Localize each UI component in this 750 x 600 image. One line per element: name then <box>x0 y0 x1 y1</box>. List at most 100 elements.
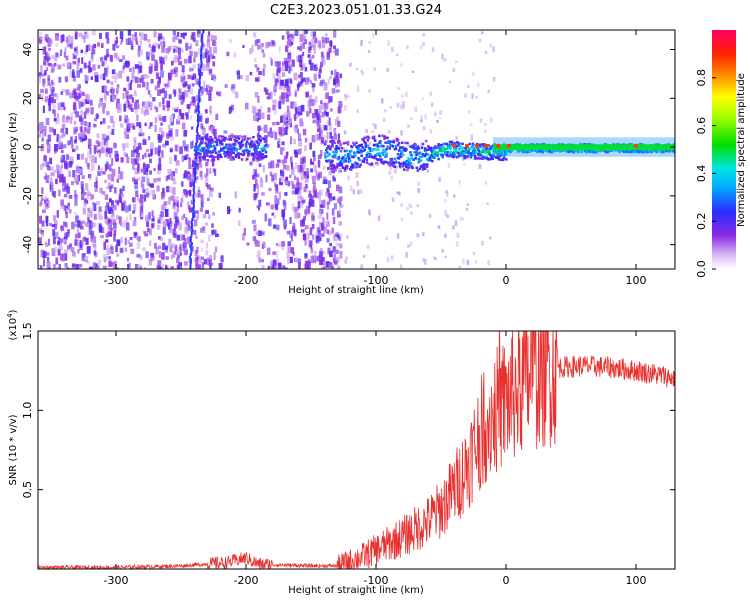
heatmap-noise-cell <box>206 117 209 122</box>
heatmap-noise-cell <box>293 114 297 121</box>
heatmap-signal-cell <box>402 164 405 168</box>
heatmap-noise-cell <box>166 185 170 193</box>
heatmap-noise-cell <box>119 188 122 194</box>
heatmap-noise-cell <box>60 157 63 163</box>
heatmap-noise-cell <box>255 184 259 189</box>
heatmap-signal-cell <box>349 153 352 156</box>
heatmap-noise-cell <box>121 37 124 42</box>
heatmap-noise-cell <box>279 132 284 137</box>
heatmap-signal-cell <box>453 147 456 150</box>
heatmap-noise-cell <box>315 118 320 124</box>
heatmap-noise-cell <box>94 75 99 83</box>
heatmap-signal-cell <box>618 150 621 153</box>
heatmap-noise-cell <box>86 246 91 254</box>
heatmap-signal-cell <box>358 158 361 162</box>
heatmap-noise-cell <box>45 52 48 60</box>
heatmap-noise-cell <box>269 56 273 61</box>
heatmap-noise-cell <box>114 40 118 44</box>
heatmap-noise-cell <box>130 108 134 112</box>
heatmap-noise-cell <box>90 210 93 218</box>
heatmap-signal-cell <box>434 150 437 153</box>
heatmap-noise-cell <box>194 78 199 85</box>
heatmap-noise-cell <box>294 211 299 219</box>
heatmap-noise-cell <box>132 125 136 130</box>
heatmap-noise-cell <box>322 176 327 181</box>
heatmap-noise-cell <box>123 62 127 68</box>
heatmap-noise-cell <box>180 113 185 120</box>
heatmap-noise-cell <box>81 57 84 64</box>
heatmap-noise-cell <box>181 122 186 130</box>
heatmap-noise-cell <box>396 233 400 239</box>
heatmap-noise-cell <box>324 110 327 116</box>
heatmap-noise-cell <box>417 234 421 237</box>
heatmap-noise-cell <box>122 200 127 207</box>
heatmap-noise-cell <box>345 256 348 260</box>
heatmap-noise-cell <box>53 169 57 173</box>
heatmap-noise-cell <box>107 65 110 74</box>
heatmap-noise-cell <box>277 61 281 68</box>
heatmap-noise-cell <box>45 197 49 202</box>
heatmap-noise-cell <box>285 45 289 52</box>
heatmap-signal-cell <box>471 143 475 147</box>
heatmap-noise-cell <box>334 118 337 126</box>
heatmap-noise-cell <box>110 246 114 251</box>
heatmap-noise-cell <box>326 131 329 140</box>
heatmap-signal-cell <box>220 141 223 144</box>
heatmap-noise-cell <box>39 121 43 130</box>
heatmap-spike-cell <box>195 164 198 168</box>
heatmap-noise-cell <box>197 255 200 261</box>
heatmap-signal-cell <box>638 150 641 154</box>
heatmap-noise-cell <box>89 220 92 224</box>
heatmap-noise-cell <box>95 180 98 189</box>
heatmap-signal-cell <box>367 162 371 166</box>
heatmap-noise-cell <box>331 227 334 234</box>
heatmap-noise-cell <box>335 147 338 153</box>
heatmap-signal-cell <box>357 148 360 151</box>
heatmap-noise-cell <box>98 103 101 108</box>
heatmap-noise-cell <box>282 61 285 67</box>
heatmap-noise-cell <box>332 129 337 133</box>
heatmap-noise-cell <box>286 105 290 112</box>
heatmap-band-core <box>493 144 675 150</box>
heatmap-noise-cell <box>283 164 287 170</box>
heatmap-noise-cell <box>381 98 384 104</box>
heatmap-noise-cell <box>368 141 371 146</box>
heatmap-signal-cell <box>230 148 233 152</box>
heatmap-noise-cell <box>66 208 69 213</box>
heatmap-noise-cell <box>72 75 76 82</box>
heatmap-noise-cell <box>187 74 192 80</box>
heatmap-signal-cell <box>394 147 398 150</box>
heatmap-noise-cell <box>179 252 182 256</box>
heatmap-noise-cell <box>162 221 167 228</box>
heatmap-noise-cell <box>79 68 83 73</box>
heatmap-noise-cell <box>55 36 59 40</box>
heatmap-signal-cell <box>528 149 532 153</box>
heatmap-signal-cell <box>458 148 461 151</box>
heatmap-noise-cell <box>62 176 66 183</box>
heatmap-signal-cell <box>431 154 434 157</box>
heatmap-noise-cell <box>333 246 337 254</box>
heatmap-signal-cell <box>197 137 200 141</box>
heatmap-noise-cell <box>360 189 363 194</box>
heatmap-noise-cell <box>320 100 323 105</box>
heatmap-signal-cell <box>212 155 216 159</box>
heatmap-noise-cell <box>311 54 315 59</box>
heatmap-noise-cell <box>63 51 66 58</box>
heatmap-signal-cell <box>207 140 210 143</box>
heatmap-noise-cell <box>322 265 326 269</box>
heatmap-noise-cell <box>84 135 88 140</box>
heatmap-noise-cell <box>319 82 323 87</box>
heatmap-noise-cell <box>137 50 141 57</box>
heatmap-noise-cell <box>169 244 173 253</box>
heatmap-noise-cell <box>102 118 106 124</box>
heatmap-noise-cell <box>262 68 265 76</box>
heatmap-noise-cell <box>330 108 333 112</box>
heatmap-signal-cell <box>217 138 221 141</box>
heatmap-signal-cell <box>416 145 420 148</box>
heatmap-noise-cell <box>289 78 292 84</box>
heatmap-noise-cell <box>59 175 62 183</box>
heatmap-peak-cell <box>452 143 456 148</box>
heatmap-noise-cell <box>326 202 329 210</box>
heatmap-noise-cell <box>300 157 304 164</box>
heatmap-noise-cell <box>135 146 139 154</box>
